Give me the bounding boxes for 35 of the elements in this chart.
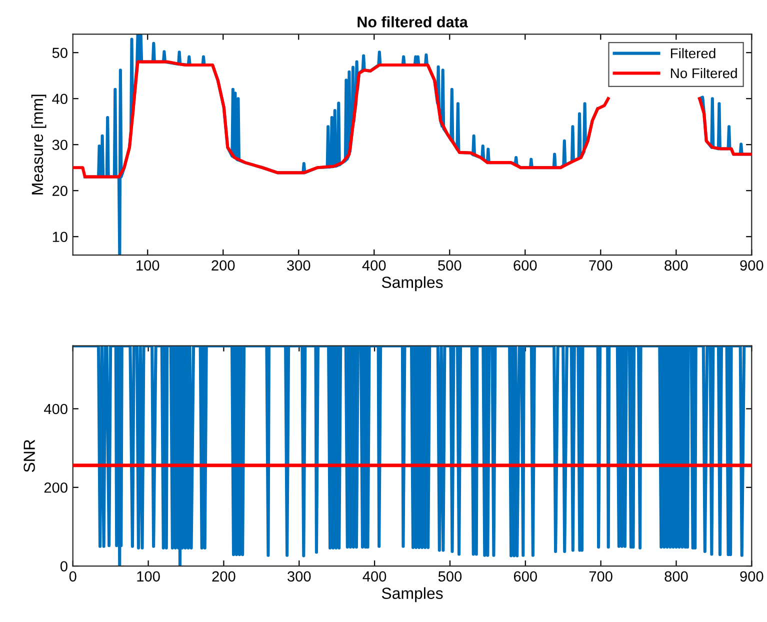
x-tick-label: 400 <box>362 260 386 271</box>
x-tick-label: 300 <box>288 571 311 582</box>
y-tick-label: 0 <box>60 561 68 572</box>
y-tick-label: 50 <box>52 48 68 58</box>
x-tick-label: 900 <box>740 571 764 582</box>
chart-title: No filtered data <box>358 16 468 28</box>
line-series <box>72 346 752 566</box>
y-tick-label: 30 <box>52 140 68 150</box>
x-tick-label: 100 <box>136 260 160 271</box>
x-tick-label: 600 <box>514 260 537 271</box>
x-tick-label: 0 <box>69 571 76 582</box>
x-tick-label: 700 <box>589 260 612 271</box>
x-tick-label: 600 <box>514 571 537 582</box>
x-tick-label: 400 <box>362 571 386 582</box>
x-tick-label: 900 <box>740 260 764 271</box>
x-tick-label: 200 <box>212 571 236 582</box>
legend-label: Filtered <box>670 48 716 58</box>
x-tick-label: 800 <box>664 571 688 582</box>
x-tick-label: 500 <box>438 571 462 582</box>
x-axis-title: Samples <box>382 276 443 292</box>
x-tick-label: 700 <box>589 571 612 582</box>
y-axis-title: Measure [mm] <box>31 94 46 194</box>
x-tick-label: 300 <box>287 260 310 271</box>
y-tick-label: 10 <box>52 232 68 242</box>
x-tick-label: 100 <box>137 571 160 582</box>
y-tick-label: 40 <box>52 94 68 104</box>
x-tick-label: 200 <box>212 260 235 271</box>
y-tick-label: 20 <box>52 186 68 196</box>
y-tick-label: 400 <box>44 404 68 414</box>
legend-label: No Filtered <box>670 68 737 78</box>
y-axis-title: SNR <box>24 440 35 472</box>
x-tick-label: 500 <box>438 260 462 271</box>
y-tick-label: 200 <box>44 482 68 493</box>
x-tick-label: 800 <box>664 260 688 271</box>
x-axis-title: Samples <box>382 587 443 602</box>
